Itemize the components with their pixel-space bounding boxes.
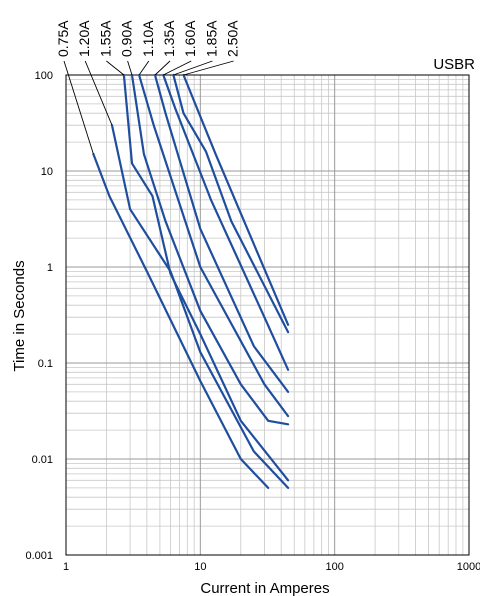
leader-line-1-10A bbox=[138, 60, 150, 76]
series-line-1-20A bbox=[110, 124, 290, 489]
y-tick-label: 0.1 bbox=[38, 358, 53, 370]
y-axis-label: Time in Seconds bbox=[11, 260, 28, 371]
leader-line-0-75A bbox=[63, 60, 94, 155]
series-line-1-60A bbox=[162, 73, 290, 371]
series-lines bbox=[92, 73, 290, 489]
rating-label-1-55A: 1.55A bbox=[97, 20, 113, 57]
series-line-1-35A bbox=[153, 73, 290, 393]
rating-label-1-60A: 1.60A bbox=[182, 20, 198, 57]
x-tick-label: 10 bbox=[194, 561, 206, 573]
leader-line-1-20A bbox=[84, 60, 113, 126]
rating-label-leaders bbox=[63, 60, 234, 155]
leader-line-1-85A bbox=[173, 60, 213, 76]
y-tick-label: 100 bbox=[35, 70, 53, 82]
y-tick-labels: 100 10 1 0.1 0.01 0.001 bbox=[25, 70, 53, 562]
major-gridlines bbox=[65, 74, 470, 556]
series-line-1-85A bbox=[172, 73, 290, 334]
rating-labels: 0.75A 1.20A 1.55A 0.90A 1.10A 1.35A 1.60A 1.85A… bbox=[55, 20, 241, 57]
leader-line-1-35A bbox=[154, 60, 171, 76]
x-tick-label: 1 bbox=[63, 561, 69, 573]
rating-label-2-50A: 2.50A bbox=[225, 20, 241, 57]
leader-line-0-90A bbox=[127, 60, 133, 76]
series-line-1-10A bbox=[138, 73, 290, 418]
y-tick-label: 0.01 bbox=[32, 454, 53, 466]
minor-gridlines bbox=[66, 75, 469, 555]
rating-label-1-10A: 1.10A bbox=[140, 20, 156, 57]
leader-line-1-60A bbox=[163, 60, 192, 76]
rating-label-1-85A: 1.85A bbox=[203, 20, 219, 57]
plot-frame bbox=[65, 74, 470, 556]
series-line-0-75A bbox=[92, 153, 270, 489]
x-axis-label: Current in Amperes bbox=[200, 580, 329, 596]
y-tick-label: 0.001 bbox=[25, 550, 53, 562]
y-tick-label: 10 bbox=[41, 166, 53, 178]
rating-label-0-75A: 0.75A bbox=[55, 20, 71, 57]
x-tick-label: 1000 bbox=[457, 561, 480, 573]
leader-line-2-50A bbox=[183, 60, 234, 76]
series-line-0-90A bbox=[130, 73, 290, 426]
rating-label-1-20A: 1.20A bbox=[76, 20, 92, 57]
series-line-1-55A bbox=[122, 73, 290, 482]
rating-label-1-35A: 1.35A bbox=[161, 20, 177, 57]
leader-line-1-55A bbox=[106, 60, 125, 76]
series-line-2-50A bbox=[182, 73, 290, 326]
y-tick-label: 1 bbox=[47, 262, 53, 274]
brand-label: USBR bbox=[433, 56, 475, 73]
rating-label-0-90A: 0.90A bbox=[119, 20, 135, 57]
x-tick-label: 100 bbox=[325, 561, 343, 573]
x-tick-labels: 1 10 100 1000 bbox=[63, 561, 480, 573]
